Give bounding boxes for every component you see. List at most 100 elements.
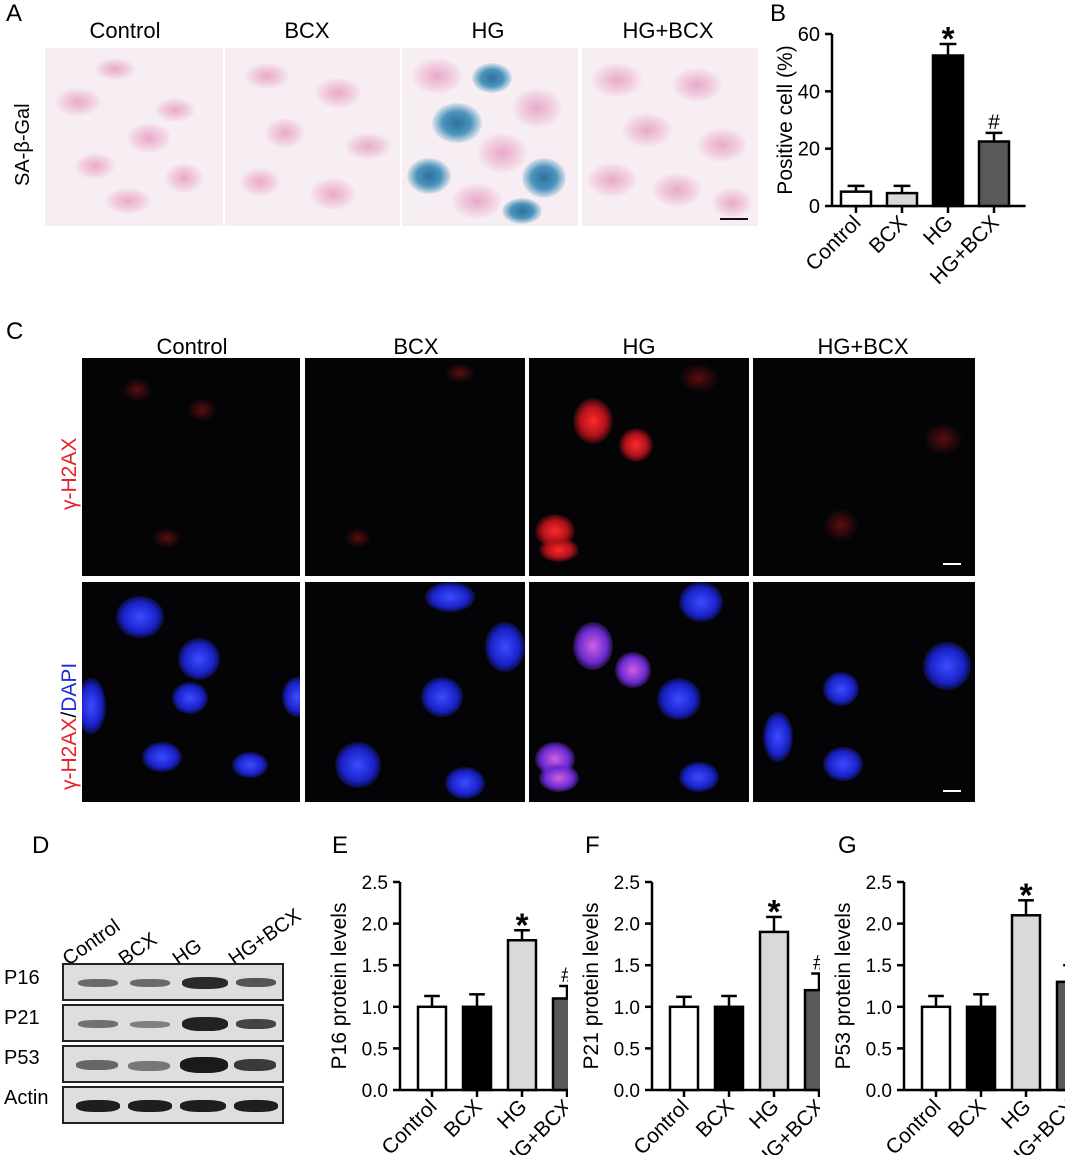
x-tick-label: BCX bbox=[944, 1095, 991, 1142]
y-tick-label: 0.0 bbox=[614, 1081, 640, 1102]
significance-hash: # bbox=[988, 111, 1000, 134]
y-axis-label: P16 protein levels bbox=[328, 903, 351, 1070]
sa-beta-gal-image-hgbcx bbox=[582, 48, 758, 226]
y-tick-label: 2.5 bbox=[362, 873, 388, 894]
bar-bcx bbox=[713, 1005, 745, 1092]
scale-bar-c2 bbox=[943, 790, 961, 792]
scale-bar-a bbox=[720, 218, 748, 220]
h2ax-image-bcx bbox=[305, 358, 525, 576]
panel-c-title-bcx: BCX bbox=[393, 334, 439, 359]
bar-control bbox=[839, 190, 873, 208]
x-tick-label: BCX bbox=[440, 1095, 487, 1142]
y-tick-label: 0.0 bbox=[866, 1081, 892, 1102]
merge-image-control bbox=[82, 582, 300, 802]
bar-hg-bcx bbox=[977, 140, 1011, 208]
y-tick-label: 2.5 bbox=[866, 873, 892, 894]
blot-actin bbox=[62, 1086, 284, 1124]
chart-f: 0.00.51.01.52.02.5ControlBCXHG*HG+BCX#P2… bbox=[580, 873, 820, 1155]
blot-lane-hgbcx: HG+BCX bbox=[224, 904, 306, 971]
y-axis-label: Positive cell (%) bbox=[774, 45, 797, 194]
y-tick-label: 2.0 bbox=[866, 915, 892, 936]
panel-a-row-label: SA-β-Gal bbox=[12, 103, 34, 186]
y-tick-label: 2.0 bbox=[362, 915, 388, 936]
blot-lane-labels: Control BCX HG HG+BCX bbox=[59, 862, 305, 971]
x-tick-label: HG bbox=[493, 1095, 532, 1134]
y-tick-label: 1.0 bbox=[614, 998, 640, 1019]
panel-a-title-hgbcx: HG+BCX bbox=[622, 18, 714, 43]
scale-bar-c1 bbox=[943, 563, 961, 565]
panel-a-title-bcx: BCX bbox=[284, 18, 330, 43]
x-tick-label: Control bbox=[377, 1095, 441, 1155]
x-tick-label: Control bbox=[801, 211, 865, 275]
sa-beta-gal-image-control bbox=[45, 48, 223, 226]
bar-hg bbox=[1010, 914, 1042, 1092]
y-axis-label: P21 protein levels bbox=[580, 903, 603, 1070]
merge-image-hg bbox=[529, 582, 749, 802]
panel-c-row1-label: γ-H2AX bbox=[58, 438, 82, 510]
chart-e: 0.00.51.01.52.02.5ControlBCXHG*HG+BCX#P1… bbox=[328, 873, 568, 1155]
x-tick-label: Control bbox=[629, 1095, 693, 1155]
bar-hg bbox=[506, 938, 538, 1092]
y-tick-label: 1.0 bbox=[362, 998, 388, 1019]
label-separator: / bbox=[58, 711, 81, 718]
x-tick-label: Control bbox=[881, 1095, 945, 1155]
significance-star: * bbox=[516, 906, 529, 943]
panel-letter-c: C bbox=[6, 318, 24, 345]
dapi-label: DAPI bbox=[58, 662, 81, 712]
y-tick-label: 0.5 bbox=[614, 1039, 640, 1060]
y-tick-label: 1.0 bbox=[866, 998, 892, 1019]
bar-hg bbox=[931, 54, 965, 208]
bar-control bbox=[668, 1005, 700, 1092]
merge-image-hgbcx bbox=[753, 582, 975, 802]
blot-row-p21-label: P21 bbox=[4, 1007, 40, 1029]
y-tick-label: 2.0 bbox=[614, 915, 640, 936]
y-tick-label: 0.5 bbox=[866, 1039, 892, 1060]
panel-c-row2-label: γ-H2AX/DAPI bbox=[58, 663, 82, 790]
bar-control bbox=[920, 1005, 952, 1092]
gamma-h2ax-label: γ-H2AX bbox=[58, 437, 81, 510]
y-tick-label: 0.0 bbox=[362, 1081, 388, 1102]
bar-hg bbox=[758, 930, 790, 1092]
panel-c-title-control: Control bbox=[156, 334, 228, 359]
panel-letter-g: G bbox=[838, 832, 857, 859]
y-axis-label: P53 protein levels bbox=[832, 903, 855, 1070]
y-tick-label: 40 bbox=[798, 81, 820, 103]
significance-star: * bbox=[768, 893, 781, 930]
blot-row-p53-label: P53 bbox=[4, 1047, 40, 1069]
y-tick-label: 2.5 bbox=[614, 873, 640, 894]
bar-hg-bcx bbox=[1055, 980, 1065, 1092]
merge-image-bcx bbox=[305, 582, 525, 802]
significance-hash: # bbox=[813, 952, 820, 975]
chart-g: 0.00.51.01.52.02.5ControlBCXHG*HG+BCX#P5… bbox=[832, 873, 1065, 1155]
y-tick-label: 0.5 bbox=[362, 1039, 388, 1060]
y-tick-label: 1.5 bbox=[362, 956, 388, 977]
panel-letter-b: B bbox=[770, 0, 787, 27]
sa-beta-gal-image-bcx bbox=[225, 48, 400, 226]
panel-letter-f: F bbox=[585, 832, 600, 859]
panel-a-title-control: Control bbox=[89, 18, 161, 43]
panel-letter-d: D bbox=[32, 832, 50, 859]
y-tick-label: 60 bbox=[798, 24, 820, 46]
y-tick-label: 1.5 bbox=[614, 956, 640, 977]
h2ax-image-hg bbox=[529, 358, 749, 576]
y-tick-label: 20 bbox=[798, 139, 820, 161]
blot-p53 bbox=[62, 1045, 284, 1083]
x-tick-label: BCX bbox=[865, 211, 912, 258]
blot-p21 bbox=[62, 1004, 284, 1042]
significance-star: * bbox=[942, 20, 955, 57]
blot-row-p16-label: P16 bbox=[4, 967, 40, 989]
x-tick-label: HG bbox=[997, 1095, 1036, 1134]
sa-beta-gal-image-hg bbox=[402, 48, 578, 226]
gamma-h2ax-merge-label: γ-H2AX bbox=[58, 717, 81, 790]
x-tick-label: BCX bbox=[692, 1095, 739, 1142]
x-tick-label: HG bbox=[919, 211, 958, 250]
h2ax-image-hgbcx bbox=[753, 358, 975, 576]
h2ax-image-control bbox=[82, 358, 300, 576]
x-tick-label: HG bbox=[745, 1095, 784, 1134]
panel-letter-e: E bbox=[332, 832, 349, 859]
bar-bcx bbox=[885, 191, 919, 208]
bar-control bbox=[416, 1005, 448, 1092]
panel-c-title-hgbcx: HG+BCX bbox=[817, 334, 909, 359]
panel-a-title-hg: HG bbox=[471, 18, 505, 43]
